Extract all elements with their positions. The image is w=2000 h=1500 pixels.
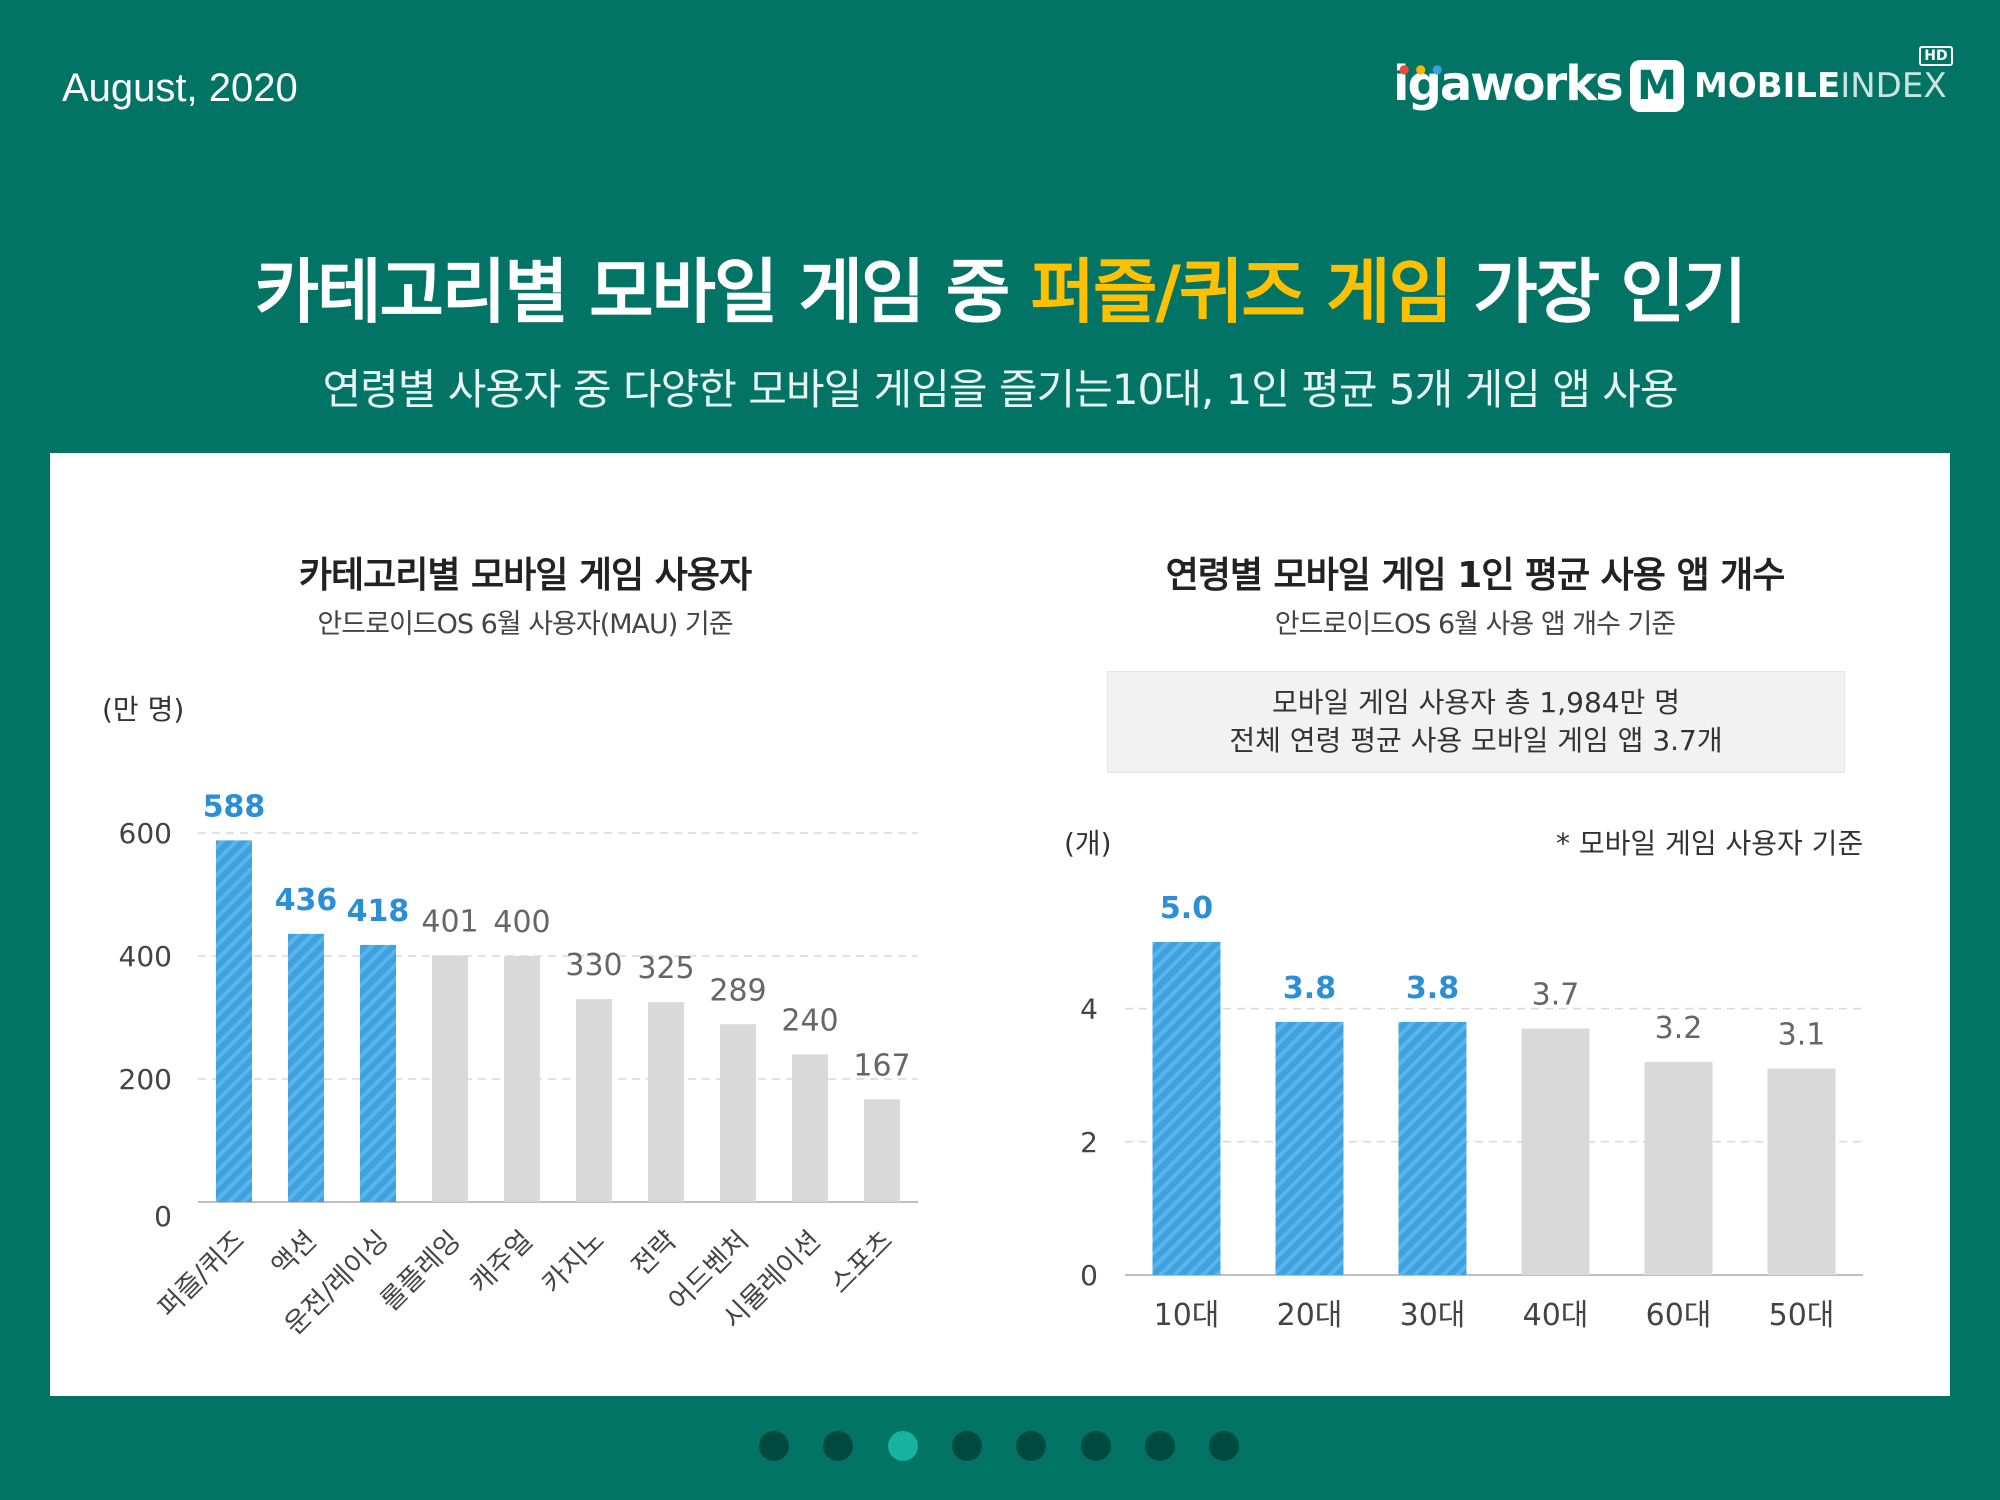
- data-label: 167: [853, 1048, 910, 1083]
- bar: [864, 1099, 900, 1202]
- data-label: 5.0: [1160, 891, 1213, 926]
- page-dot[interactable]: [1144, 1431, 1175, 1461]
- mobileindex-wordmark: MOBILEINDEX: [1694, 66, 1947, 106]
- igaworks-logo: ●●● igaworks: [1393, 56, 1624, 112]
- right-chart-unit: (개): [1064, 827, 1112, 860]
- category-label: 액션: [266, 1225, 323, 1282]
- category-label: 60대: [1646, 1298, 1712, 1333]
- data-label: 330: [565, 948, 622, 983]
- page-subheadline: 연령별 사용자 중 다양한 모바일 게임을 즐기는10대, 1인 평균 5개 게…: [322, 365, 1678, 414]
- page-dot[interactable]: [823, 1431, 854, 1461]
- logo-dots-icon: ●●●: [1399, 62, 1449, 76]
- page-dot[interactable]: [887, 1431, 918, 1461]
- data-label: 588: [203, 789, 266, 824]
- y-tick-label: 2: [1080, 1126, 1098, 1159]
- page-dot[interactable]: [759, 1431, 789, 1461]
- category-label: 롤플레잉: [375, 1225, 467, 1317]
- data-label: 401: [421, 904, 478, 939]
- category-label: 캐주얼: [464, 1225, 539, 1300]
- page-dot[interactable]: [1080, 1431, 1111, 1461]
- mobileindex-mark-icon: M: [1630, 60, 1684, 112]
- data-label: 3.7: [1532, 978, 1580, 1013]
- category-label: 전략: [626, 1225, 683, 1282]
- page-indicator: [0, 1431, 2000, 1463]
- category-label: 40대: [1523, 1298, 1589, 1333]
- right-chart: 0 2 4 5.0 10대 3.8 20대 3.8 30대 3.7 40대 3.2 60대 3.1 50대: [1080, 891, 1863, 1333]
- left-chart-title: 카테고리별 모바일 게임 사용자: [298, 555, 752, 596]
- data-label: 289: [709, 973, 766, 1008]
- data-label: 418: [347, 894, 410, 929]
- category-label: 퍼즐/퀴즈: [152, 1225, 251, 1324]
- y-tick-label: 0: [154, 1200, 172, 1233]
- bar: [1152, 942, 1221, 1275]
- bar: [432, 955, 468, 1202]
- category-label: 카지노: [536, 1225, 611, 1300]
- left-chart-unit: (만 명): [102, 693, 185, 726]
- category-label: 30대: [1400, 1298, 1466, 1333]
- page-dot[interactable]: [1209, 1431, 1240, 1461]
- right-chart-subtitle: 안드로이드OS 6월 사용 앱 개수 기준: [1274, 609, 1676, 640]
- mobileindex-logo: M MOBILEINDEX HD: [1630, 46, 1953, 114]
- data-label: 240: [781, 1003, 838, 1038]
- data-label: 325: [637, 951, 694, 986]
- bar: [216, 840, 252, 1202]
- data-label: 3.8: [1283, 971, 1336, 1006]
- bar: [1521, 1028, 1590, 1275]
- summary-box: 모바일 게임 사용자 총 1,984만 명 전체 연령 평균 사용 모바일 게임…: [1107, 671, 1845, 773]
- y-tick-label: 0: [1080, 1259, 1098, 1292]
- left-chart: 0200400600588퍼즐/퀴즈436액션418운전/레이싱401롤플레잉4…: [119, 789, 918, 1341]
- right-chart-note: * 모바일 게임 사용자 기준: [1556, 827, 1864, 860]
- data-label: 3.2: [1655, 1011, 1703, 1046]
- data-label: 400: [493, 905, 550, 940]
- y-tick-label: 4: [1080, 993, 1098, 1026]
- category-label: 스포츠: [824, 1225, 899, 1300]
- page-headline: 카테고리별 모바일 게임 중 퍼즐/퀴즈 게임 가장 인기: [254, 251, 1748, 333]
- page-dot[interactable]: [1016, 1431, 1047, 1461]
- report-date: August, 2020: [62, 66, 298, 110]
- y-tick-label: 200: [119, 1063, 172, 1096]
- bar: [720, 1024, 756, 1202]
- igaworks-logo-text: igaworks: [1393, 56, 1624, 112]
- hd-badge: HD: [1919, 46, 1953, 66]
- bar: [504, 956, 540, 1202]
- y-tick-label: 600: [119, 817, 172, 850]
- category-label: 50대: [1769, 1298, 1835, 1333]
- bar: [1398, 1021, 1467, 1275]
- y-tick-label: 400: [119, 940, 172, 973]
- headline-highlight: 퍼즐/퀴즈 게임: [1030, 251, 1453, 333]
- bar: [360, 944, 396, 1202]
- data-label: 3.1: [1778, 1018, 1826, 1053]
- category-label: 10대: [1154, 1298, 1220, 1333]
- bar: [288, 933, 324, 1202]
- bar: [648, 1002, 684, 1202]
- bar: [792, 1054, 828, 1202]
- bar: [576, 999, 612, 1202]
- chart-card: [50, 453, 1950, 1396]
- summary-line-1: 모바일 게임 사용자 총 1,984만 명: [1271, 686, 1681, 719]
- left-chart-subtitle: 안드로이드OS 6월 사용자(MAU) 기준: [317, 609, 733, 640]
- bar: [1767, 1068, 1836, 1275]
- category-label: 20대: [1277, 1298, 1343, 1333]
- bar: [1275, 1021, 1344, 1275]
- data-label: 3.8: [1406, 971, 1459, 1006]
- data-label: 436: [275, 883, 338, 918]
- right-chart-title: 연령별 모바일 게임 1인 평균 사용 앱 개수: [1165, 555, 1786, 596]
- summary-line-2: 전체 연령 평균 사용 모바일 게임 앱 3.7개: [1229, 724, 1723, 757]
- bar: [1644, 1061, 1713, 1275]
- page-dot[interactable]: [951, 1431, 982, 1461]
